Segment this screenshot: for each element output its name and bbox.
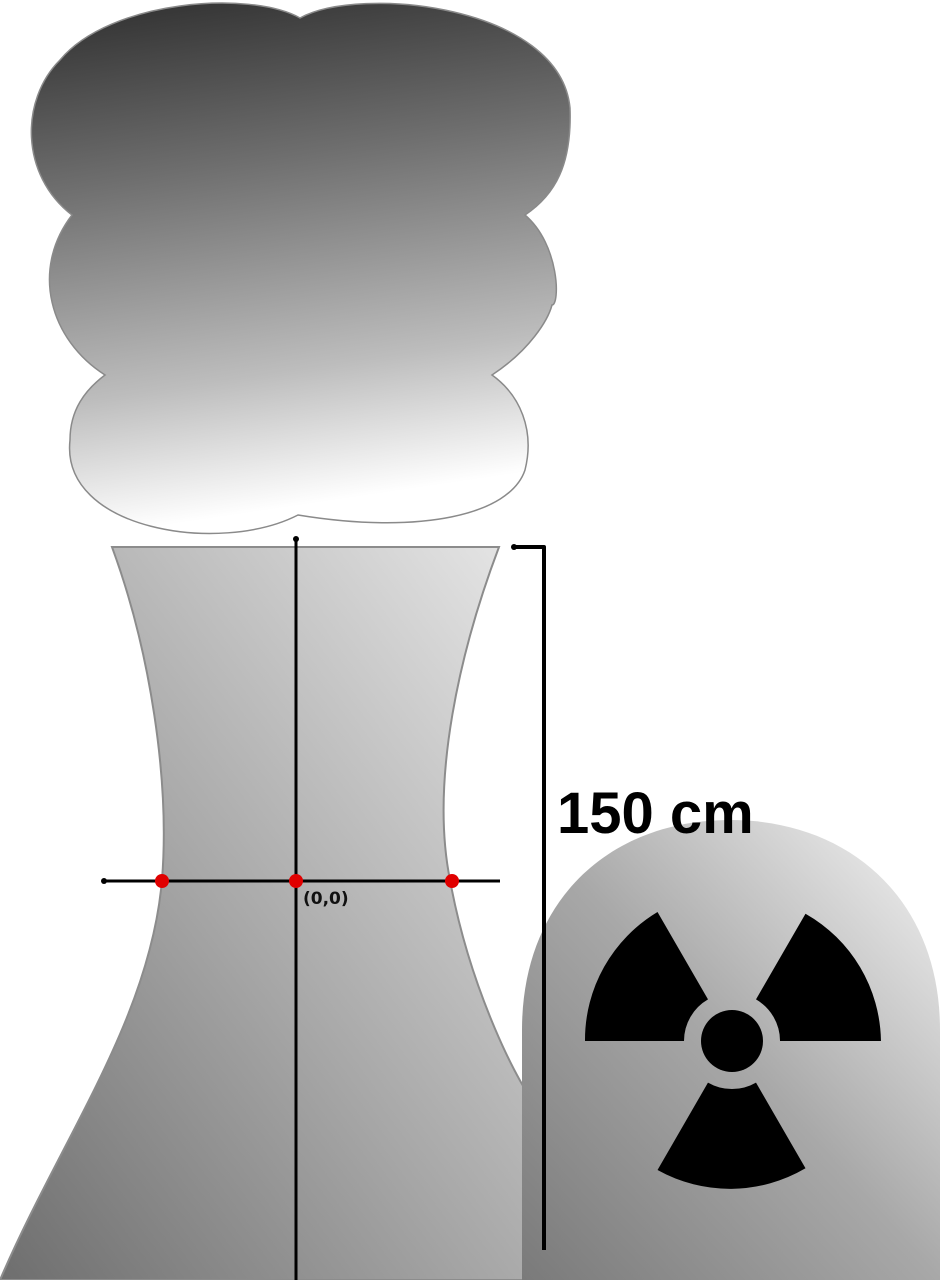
origin-point — [289, 874, 303, 888]
coordinate-axes: (0,0) — [101, 536, 500, 1280]
origin-label: (0,0) — [303, 889, 349, 909]
radiation-blade — [756, 913, 881, 1042]
cooling-tower-icon — [0, 546, 541, 1280]
height-dimension: 150 cm — [511, 544, 754, 1250]
height-label: 150 cm — [557, 781, 754, 846]
cloud-icon — [30, 2, 571, 535]
right-marker-point — [445, 874, 459, 888]
vertical-axis-endpoint — [293, 536, 299, 542]
cooling-tower — [0, 546, 541, 1280]
radiation-blade — [657, 1082, 806, 1189]
left-marker-point — [155, 874, 169, 888]
radiation-blade — [584, 912, 708, 1041]
horizontal-axis-endpoint — [101, 878, 107, 884]
radiation-icon — [584, 912, 881, 1189]
reactor-building — [522, 820, 940, 1280]
smoke-cloud — [30, 2, 571, 535]
dimension-endpoint — [511, 544, 517, 550]
dimension-bracket — [514, 545, 546, 1250]
